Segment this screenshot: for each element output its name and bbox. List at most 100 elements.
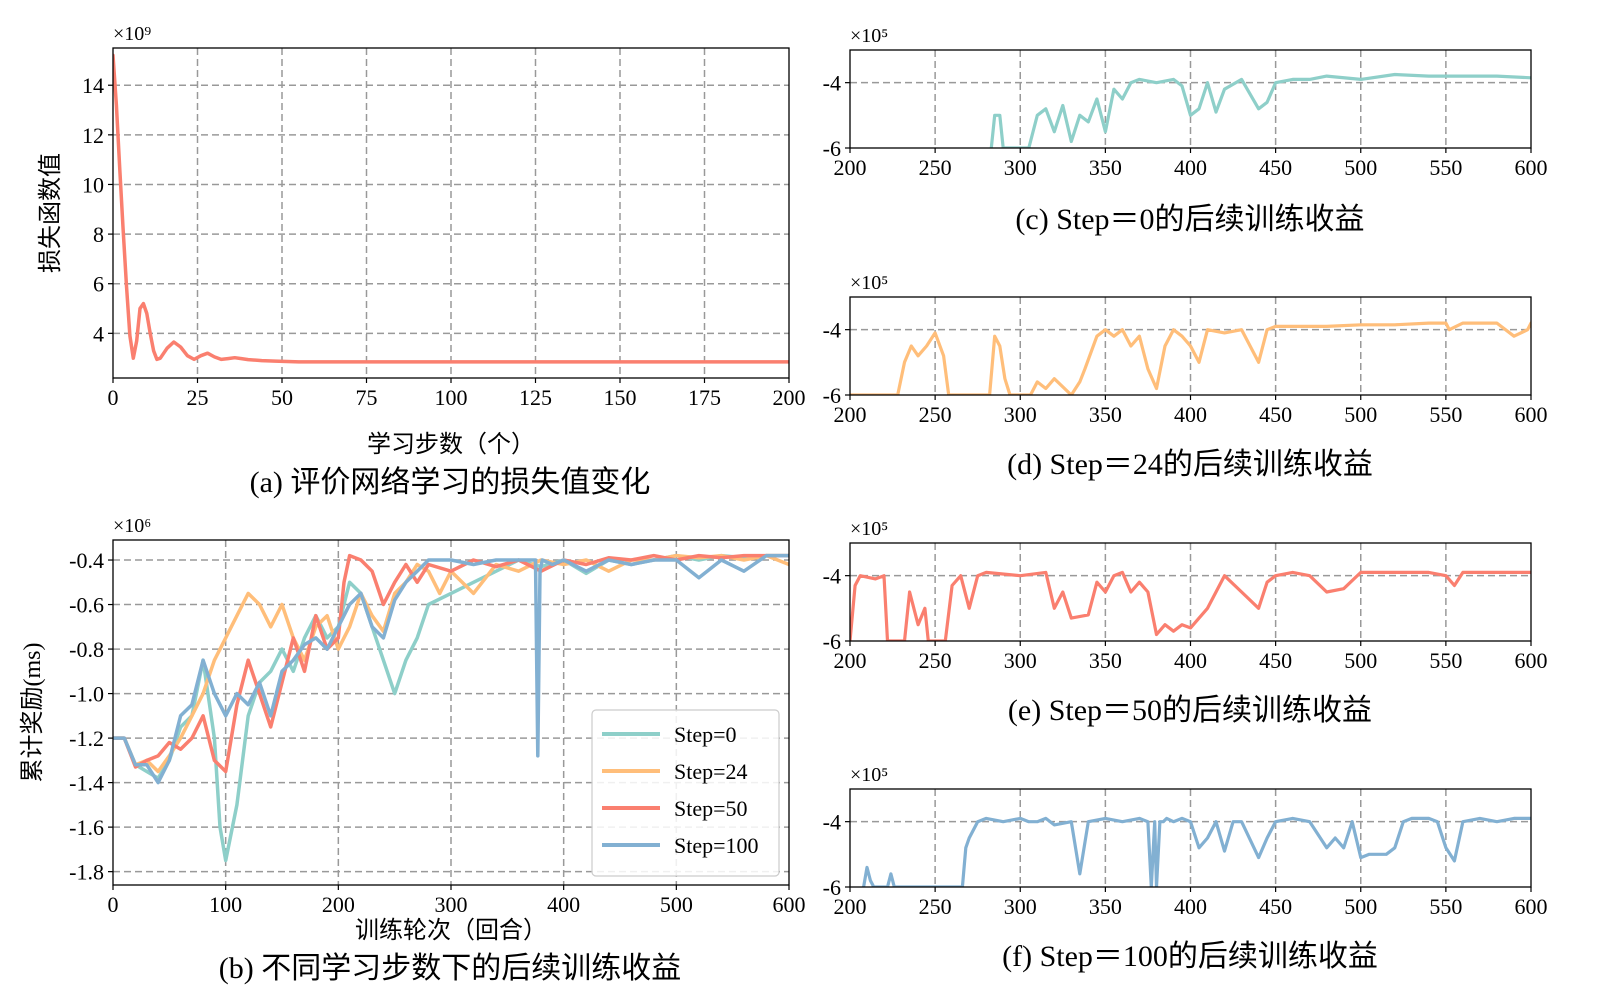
x-tick-label: 400	[547, 892, 580, 917]
x-tick-label: 450	[1259, 648, 1292, 673]
x-tick-label: 300	[1004, 155, 1037, 180]
series-line-c	[989, 72, 1531, 148]
legend-label: Step=100	[674, 833, 759, 858]
x-tick-label: 200	[834, 648, 867, 673]
x-tick-label: 300	[1004, 648, 1037, 673]
x-tick-label: 450	[1259, 894, 1292, 919]
x-tick-label: 500	[1344, 648, 1377, 673]
y-tick-label: -1.0	[69, 682, 104, 707]
x-tick-label: 175	[688, 385, 721, 410]
x-tick-label: 250	[919, 894, 952, 919]
y-multiplier: ×10⁶	[113, 515, 151, 537]
x-tick-label: 150	[604, 385, 637, 410]
panel-caption: (f) Step＝100的后续训练收益	[1002, 940, 1378, 973]
y-tick-label: -1.8	[69, 860, 104, 885]
panel-c: 200 250 300 350 400 450 500 550 600 -4 -6 ×10⁵ (c) S…	[823, 25, 1548, 236]
x-tick-label: 600	[773, 892, 806, 917]
x-tick-label: 200	[834, 402, 867, 427]
y-tick-label: -4	[823, 564, 841, 589]
x-tick-label: 200	[322, 892, 355, 917]
y-tick-label: 10	[82, 172, 104, 197]
series-line-step-24	[113, 553, 789, 774]
panel-caption: (c) Step＝0的后续训练收益	[1015, 203, 1364, 236]
y-multiplier: ×10⁵	[850, 764, 888, 786]
y-tick-label: -0.4	[69, 548, 104, 573]
legend-label: Step=50	[674, 796, 748, 821]
x-tick-label: 125	[519, 385, 552, 410]
y-multiplier: ×10⁵	[850, 272, 888, 294]
y-tick-label: -0.8	[69, 637, 104, 662]
x-tick-label: 25	[187, 385, 209, 410]
y-tick-label: -6	[823, 629, 841, 654]
x-tick-label: 550	[1429, 402, 1462, 427]
legend: Step=0 Step=24 Step=50 Step=100	[591, 709, 780, 877]
x-tick-label: 200	[834, 894, 867, 919]
y-tick-label: -1.6	[69, 815, 104, 840]
x-tick-label: 600	[1515, 894, 1548, 919]
y-multiplier: ×10⁵	[850, 518, 888, 540]
x-tick-label: 500	[660, 892, 693, 917]
panel-caption: (a) 评价网络学习的损失值变化	[250, 466, 651, 499]
panel-caption: (e) Step＝50的后续训练收益	[1008, 694, 1372, 727]
x-tick-label: 100	[209, 892, 242, 917]
legend-label: Step=0	[674, 722, 737, 747]
y-tick-label: -0.6	[69, 593, 104, 618]
x-tick-label: 550	[1429, 155, 1462, 180]
x-tick-label: 500	[1344, 402, 1377, 427]
panel-f: 200 250 300 350 400 450 500 550 600 -4 -6 ×10⁵ (f) S…	[823, 764, 1548, 973]
y-tick-label: -1.2	[69, 726, 104, 751]
x-tick-label: 75	[356, 385, 378, 410]
x-tick-label: 400	[1174, 402, 1207, 427]
y-multiplier: ×10⁹	[113, 23, 151, 45]
x-axis-label: 训练轮次（回合）	[355, 917, 547, 944]
x-tick-label: 200	[773, 385, 806, 410]
x-tick-label: 300	[1004, 894, 1037, 919]
x-tick-label: 350	[1089, 894, 1122, 919]
panel-d: 200 250 300 350 400 450 500 550 600 -4 -6 ×10⁵ (d) S…	[823, 272, 1548, 481]
x-tick-label: 400	[1174, 894, 1207, 919]
y-tick-label: -6	[823, 875, 841, 900]
y-tick-label: -4	[823, 318, 841, 343]
x-tick-label: 0	[108, 385, 119, 410]
series-line-d	[850, 321, 1531, 395]
y-tick-label: 14	[82, 73, 104, 98]
x-tick-label: 400	[1174, 155, 1207, 180]
y-tick-label: 12	[82, 123, 104, 148]
x-axis-label: 学习步数（个）	[367, 431, 535, 458]
y-axis-label: 累计奖励(ms)	[19, 643, 46, 783]
x-tick-label: 200	[834, 155, 867, 180]
x-tick-label: 550	[1429, 648, 1462, 673]
series-line-e	[850, 570, 1531, 641]
y-multiplier: ×10⁵	[850, 25, 888, 47]
x-tick-label: 400	[1174, 648, 1207, 673]
panel-a: 0 25 50 75 100 125 150 175 200 4 6 8 10 12 14 ×10⁹ 学习步数（…	[37, 23, 806, 499]
series-line-step-100	[113, 553, 789, 785]
x-tick-label: 350	[1089, 155, 1122, 180]
x-tick-label: 250	[919, 402, 952, 427]
x-tick-label: 500	[1344, 894, 1377, 919]
x-tick-label: 450	[1259, 402, 1292, 427]
y-tick-label: -4	[823, 71, 841, 96]
x-tick-label: 50	[271, 385, 293, 410]
panel-b: 0 100 200 300 400 500 600 -0.4 -0.6 -0.8 -1.0 -1.2 -…	[19, 515, 806, 985]
x-tick-label: 300	[1004, 402, 1037, 427]
x-tick-label: 600	[1515, 155, 1548, 180]
x-tick-label: 350	[1089, 648, 1122, 673]
series-line-f	[861, 816, 1531, 887]
series-line-step-50	[113, 553, 789, 774]
y-tick-label: -6	[823, 136, 841, 161]
x-tick-label: 250	[919, 155, 952, 180]
x-tick-label: 500	[1344, 155, 1377, 180]
legend-box	[591, 709, 780, 877]
x-tick-label: 600	[1515, 402, 1548, 427]
panel-e: 200 250 300 350 400 450 500 550 600 -4 -6 ×10⁵ (e) S…	[823, 518, 1548, 727]
x-tick-label: 250	[919, 648, 952, 673]
panel-caption: (b) 不同学习步数下的后续训练收益	[219, 952, 681, 985]
y-tick-label: -1.4	[69, 771, 104, 796]
y-tick-label: -4	[823, 810, 841, 835]
x-tick-label: 600	[1515, 648, 1548, 673]
x-tick-label: 0	[108, 892, 119, 917]
y-axis-label: 损失函数值	[37, 153, 64, 273]
y-tick-label: 8	[93, 222, 104, 247]
